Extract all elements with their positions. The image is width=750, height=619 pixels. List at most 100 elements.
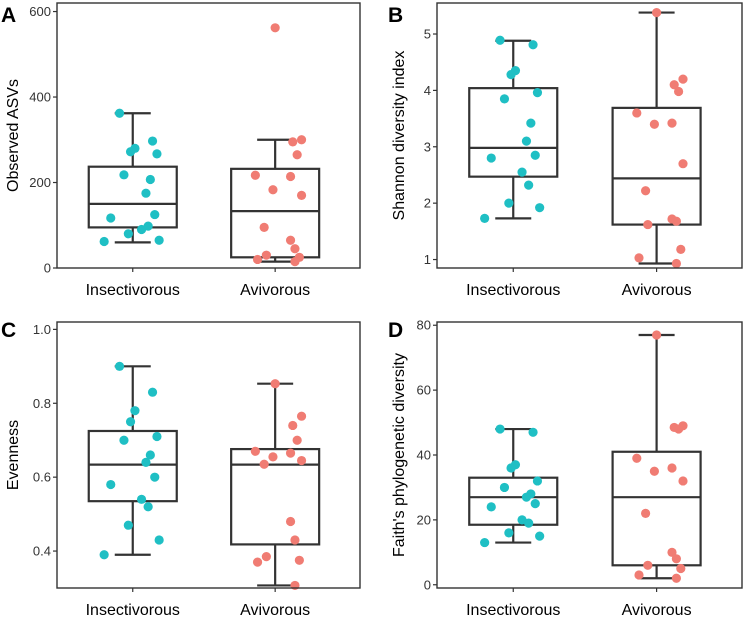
- data-point-avivorous: [252, 254, 263, 265]
- data-point-insectivorous: [145, 174, 155, 185]
- data-point-avivorous: [268, 452, 278, 462]
- data-point-avivorous: [632, 108, 642, 118]
- data-point-insectivorous: [499, 94, 510, 104]
- data-point-avivorous: [296, 455, 307, 466]
- x-tick-label: Insectivorous: [466, 282, 560, 299]
- data-point-avivorous: [259, 222, 269, 232]
- data-point-insectivorous: [147, 387, 158, 397]
- data-point-avivorous: [288, 137, 298, 147]
- data-point-insectivorous: [106, 479, 116, 490]
- data-point-avivorous: [669, 80, 679, 90]
- box-iqr: [611, 450, 702, 567]
- data-point-insectivorous: [147, 136, 158, 146]
- data-point-insectivorous: [528, 427, 538, 437]
- x-tick-label: Avivorous: [622, 282, 692, 299]
- y-tick-label: 0: [424, 577, 431, 592]
- box-iqr: [87, 429, 178, 503]
- data-point-avivorous: [252, 557, 263, 567]
- y-tick-label: 0.6: [33, 470, 51, 485]
- data-point-avivorous: [296, 411, 307, 421]
- data-point-insectivorous: [106, 213, 116, 223]
- data-point-insectivorous: [504, 198, 514, 208]
- data-point-avivorous: [671, 216, 682, 226]
- panel-frame: [436, 321, 743, 589]
- data-point-avivorous: [259, 459, 269, 469]
- box-insectivorous: [468, 427, 559, 544]
- data-point-avivorous: [667, 463, 677, 473]
- data-point-insectivorous: [99, 236, 109, 247]
- y-axis-title: Evenness: [5, 420, 22, 490]
- y-tick-label: 3: [424, 139, 431, 154]
- data-point-avivorous: [678, 74, 688, 84]
- data-point-avivorous: [667, 118, 677, 128]
- data-point-avivorous: [641, 508, 651, 518]
- data-point-insectivorous: [535, 531, 545, 541]
- data-point-insectivorous: [123, 229, 133, 239]
- data-point-insectivorous: [530, 150, 540, 160]
- data-point-insectivorous: [119, 435, 129, 445]
- data-point-insectivorous: [143, 502, 153, 512]
- data-point-insectivorous: [145, 450, 155, 460]
- data-point-avivorous: [285, 448, 296, 458]
- x-tick-label: Avivorous: [240, 602, 310, 619]
- data-point-avivorous: [676, 244, 686, 254]
- data-point-insectivorous: [141, 188, 151, 198]
- data-point-avivorous: [649, 466, 660, 476]
- data-point-insectivorous: [154, 235, 164, 245]
- data-point-avivorous: [643, 560, 653, 570]
- data-point-insectivorous: [495, 424, 505, 434]
- data-point-avivorous: [292, 150, 302, 160]
- y-tick-label: 0.4: [33, 544, 51, 559]
- data-point-avivorous: [290, 244, 300, 254]
- box-avivorous: [611, 333, 702, 580]
- y-tick-label: 200: [29, 175, 51, 190]
- data-point-avivorous: [671, 573, 682, 583]
- box-insectivorous: [87, 365, 178, 556]
- y-axis-title: Shannon diversity index: [391, 51, 408, 221]
- data-point-insectivorous: [123, 520, 133, 530]
- data-point-insectivorous: [524, 518, 534, 528]
- box-iqr: [468, 476, 559, 526]
- data-point-insectivorous: [136, 494, 147, 504]
- data-point-avivorous: [652, 330, 662, 340]
- data-point-avivorous: [268, 185, 278, 195]
- data-point-insectivorous: [150, 209, 160, 220]
- data-point-insectivorous: [495, 35, 505, 45]
- data-point-insectivorous: [504, 528, 514, 538]
- data-point-avivorous: [285, 171, 296, 182]
- x-tick-label: Insectivorous: [86, 602, 180, 619]
- data-point-insectivorous: [150, 472, 160, 482]
- data-point-avivorous: [270, 23, 280, 33]
- data-point-insectivorous: [125, 147, 136, 157]
- panel-frame: [436, 2, 743, 269]
- data-point-avivorous: [667, 547, 677, 557]
- data-point-avivorous: [296, 135, 307, 145]
- data-point-insectivorous: [521, 136, 532, 146]
- y-tick-label: 400: [29, 90, 51, 105]
- data-point-insectivorous: [532, 88, 543, 98]
- data-point-insectivorous: [119, 170, 129, 180]
- data-point-avivorous: [285, 516, 296, 527]
- data-point-avivorous: [634, 570, 644, 580]
- data-point-avivorous: [296, 190, 307, 200]
- panel-letter: B: [388, 4, 403, 27]
- data-point-insectivorous: [499, 482, 510, 493]
- data-point-insectivorous: [506, 70, 516, 80]
- panel-a: A 0 200 400 600 Observed ASVs Insectivorous Avi…: [1, 2, 361, 299]
- box-iqr: [611, 106, 702, 226]
- data-point-avivorous: [261, 551, 271, 562]
- data-point-insectivorous: [141, 457, 151, 467]
- y-tick-label: 4: [424, 83, 431, 98]
- data-point-insectivorous: [480, 537, 490, 548]
- data-point-avivorous: [678, 476, 688, 486]
- data-point-insectivorous: [532, 476, 543, 486]
- box-avivorous: [611, 11, 702, 265]
- data-point-insectivorous: [152, 431, 162, 442]
- data-point-avivorous: [634, 253, 644, 263]
- y-tick-label: 80: [417, 318, 431, 333]
- data-point-avivorous: [632, 453, 642, 463]
- data-point-insectivorous: [528, 40, 538, 50]
- panel-letter: D: [388, 319, 403, 342]
- x-tick-label: Insectivorous: [86, 282, 180, 299]
